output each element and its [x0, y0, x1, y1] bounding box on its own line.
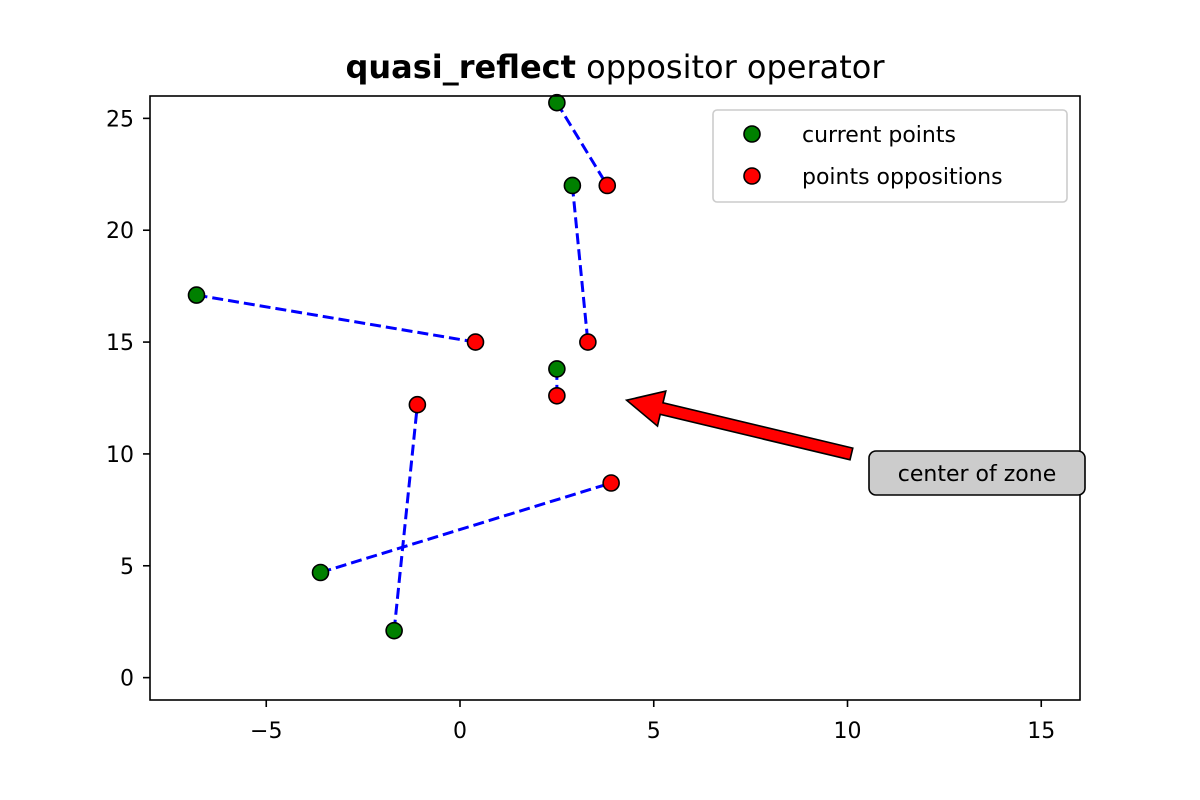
legend-marker-oppositions: [743, 167, 761, 185]
x-tick-label: −5: [250, 719, 282, 744]
connection-line-2: [196, 293, 476, 344]
legend-marker-current: [743, 125, 761, 143]
y-tick-label: 10: [106, 443, 134, 468]
x-tick-label: 0: [453, 719, 467, 744]
connection-line-4: [320, 481, 612, 574]
legend-label-current: current points: [802, 123, 956, 148]
legend-box: [712, 109, 1068, 203]
plot-frame: [149, 95, 1081, 701]
y-tick-label: 25: [106, 107, 134, 132]
plot-layer: [187, 93, 620, 640]
annotation: center of zone: [624, 390, 1086, 496]
connection-line-0: [555, 101, 609, 187]
current-point-3: [548, 360, 566, 378]
x-tick-label: 5: [647, 719, 661, 744]
x-tick-label: 15: [1027, 719, 1055, 744]
connection-line-5: [392, 404, 419, 631]
legend-label-oppositions: points oppositions: [802, 165, 1003, 190]
opposition-point-4: [408, 395, 427, 414]
y-tick-label: 15: [106, 331, 134, 356]
opposition-point-3: [548, 386, 566, 405]
y-tick-label: 5: [120, 555, 134, 580]
chart-title: quasi_reflect oppositor operator: [345, 48, 885, 86]
current-point-4: [311, 563, 330, 582]
opposition-point-1: [579, 333, 597, 351]
opposition-point-2: [466, 333, 485, 351]
y-tick-label: 20: [106, 219, 134, 244]
current-point-0: [548, 93, 566, 112]
annotation-box: [868, 450, 1086, 496]
connection-line-1: [570, 185, 590, 343]
chart-title-rest: oppositor operator: [576, 48, 885, 86]
current-point-1: [563, 176, 582, 195]
x-tick-label: 10: [834, 719, 862, 744]
current-point-5: [385, 621, 403, 640]
opposition-point-0: [598, 176, 617, 195]
legend: current points points oppositions: [712, 109, 1068, 203]
y-tick-label: 0: [120, 667, 134, 692]
chart-title-bold: quasi_reflect: [345, 48, 575, 86]
current-point-2: [187, 286, 206, 304]
opposition-point-5: [602, 474, 620, 492]
annotation-arrow: [624, 390, 854, 461]
annotation-text: center of zone: [898, 462, 1056, 487]
axis-ticks: −5 0 5 10 15 0 5 10 15 20 25: [106, 107, 1055, 744]
